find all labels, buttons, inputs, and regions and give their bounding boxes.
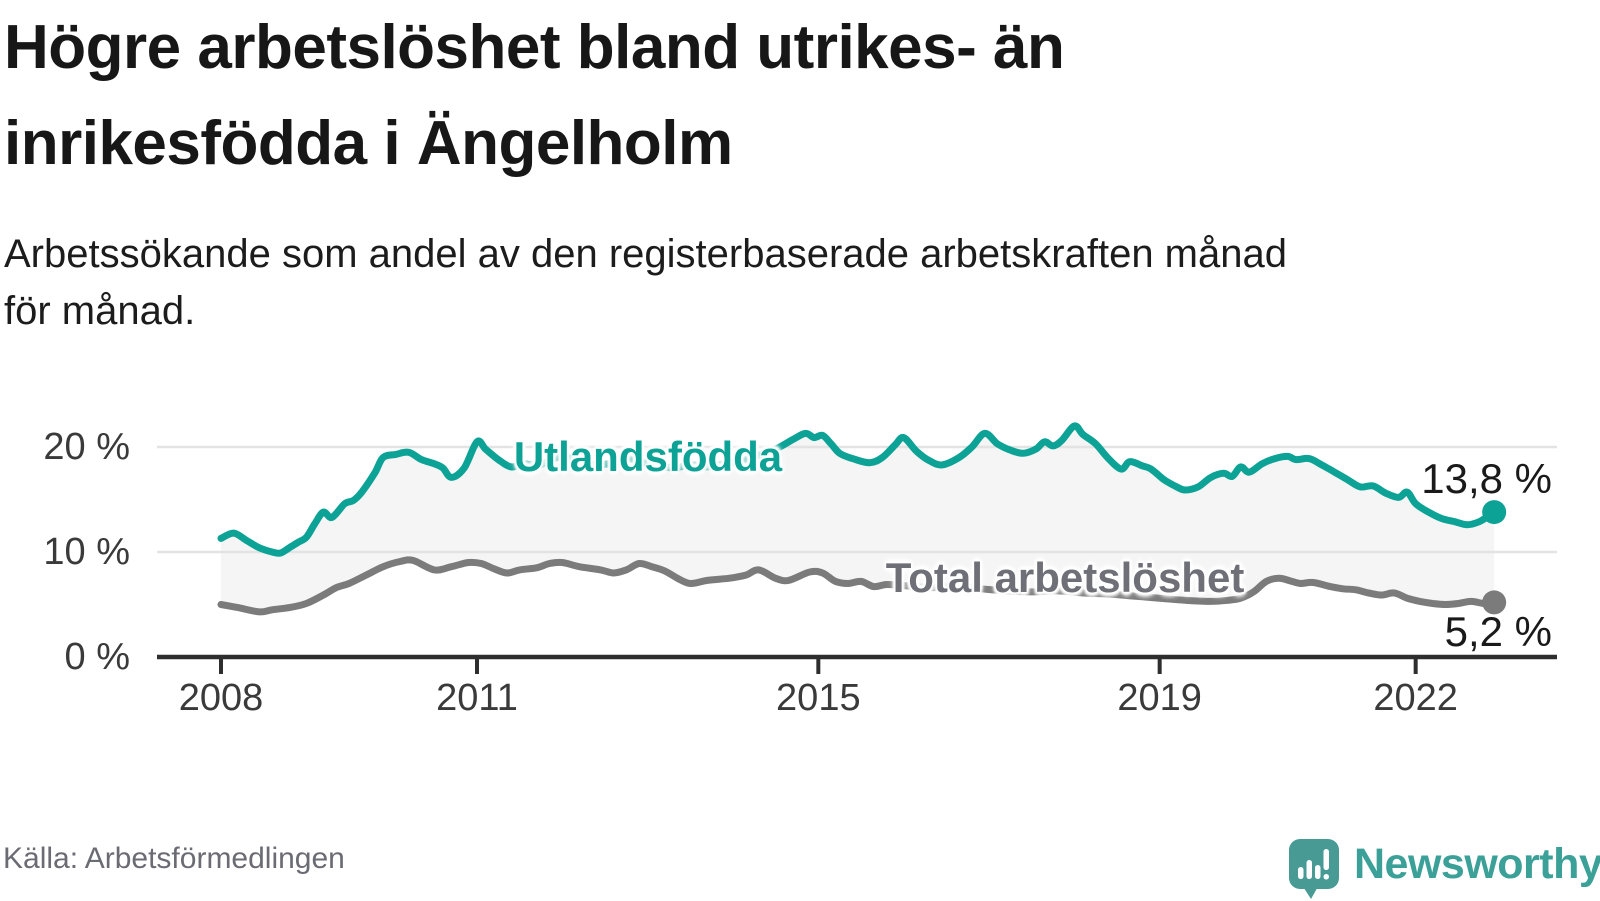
y-axis-tick-label: 10 % xyxy=(43,531,130,573)
x-axis-tick-label: 2011 xyxy=(436,677,518,719)
y-axis-tick-label: 0 % xyxy=(65,636,130,678)
chart-subtitle: Arbetssökande som andel av den registerb… xyxy=(4,226,1564,340)
newsworthy-brand-text: Newsworthy xyxy=(1354,840,1600,888)
newsworthy-logo-icon xyxy=(1289,839,1339,899)
x-axis-tick-label: 2008 xyxy=(179,677,264,719)
series-line-utlandsfodda xyxy=(217,422,1498,557)
series-label-utlandsfodda: Utlandsfödda xyxy=(513,433,783,480)
page-title: Högre arbetslöshet bland utrikes- än inr… xyxy=(4,0,1564,192)
end-point-dot-utlandsfodda xyxy=(1482,500,1507,525)
x-axis-tick-label: 2022 xyxy=(1373,677,1458,719)
x-axis-tick-label: 2015 xyxy=(776,677,861,719)
x-axis-tick-label: 2019 xyxy=(1117,677,1202,719)
page-title-line1: Högre arbetslöshet bland utrikes- än xyxy=(4,13,1065,82)
series-label-total-arbetsloshet: Total arbetslöshet xyxy=(885,554,1245,601)
end-value-total: 5,2 % xyxy=(1444,608,1552,655)
y-axis-tick-label: 20 % xyxy=(43,426,130,468)
chart-subtitle-line2: för månad. xyxy=(4,289,196,333)
chart-subtitle-line1: Arbetssökande som andel av den registerb… xyxy=(4,232,1287,276)
series-line-total xyxy=(217,556,1498,616)
end-point-dot-total xyxy=(1482,590,1507,615)
end-value-utlandsfodda: 13,8 % xyxy=(1421,455,1552,502)
page-title-line2: inrikesfödda i Ängelholm xyxy=(4,109,733,178)
source-credit: Källa: Arbetsförmedlingen xyxy=(3,842,345,875)
